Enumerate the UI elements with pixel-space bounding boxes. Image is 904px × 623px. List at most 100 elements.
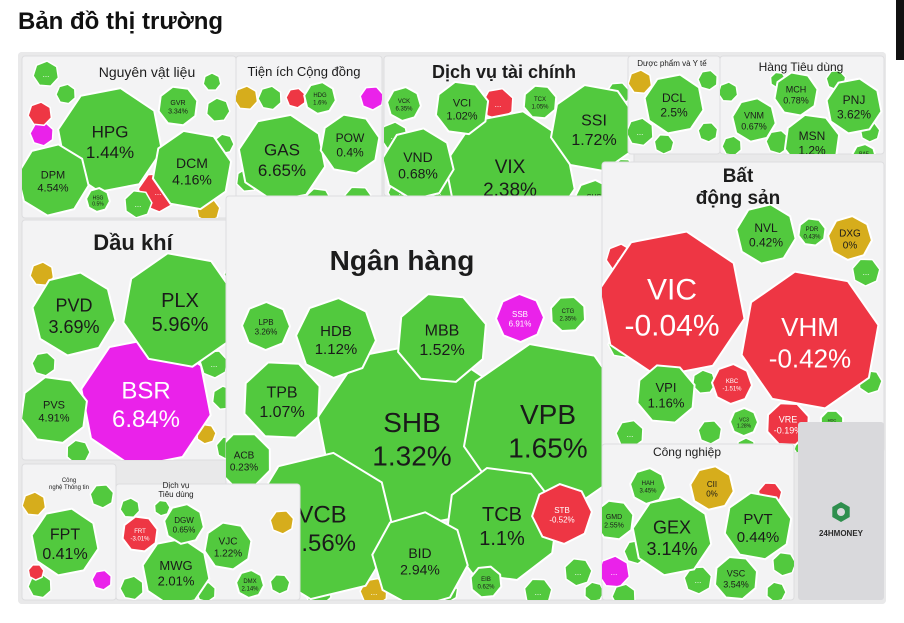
stock-cell-hdg[interactable] <box>303 81 337 115</box>
stock-cell-vc3[interactable] <box>728 406 760 438</box>
stock-change: 3.45% <box>639 488 657 494</box>
minor-stock-cell[interactable] <box>153 499 171 517</box>
sector-heading: Công <box>62 478 76 484</box>
sector-dich-vu-tai-chinh: ..................VIX2.38%SSI1.72%VND0.6… <box>382 55 635 199</box>
stock-cell-pdr[interactable] <box>797 217 827 247</box>
minor-stock-cell[interactable] <box>29 261 55 286</box>
stock-cell-vhm[interactable] <box>740 270 880 410</box>
stock-cell-pow[interactable] <box>319 113 381 175</box>
stock-cell-fpt[interactable] <box>30 507 100 577</box>
stock-cell-eib[interactable] <box>469 565 503 599</box>
minor-stock-cell[interactable] <box>27 563 45 581</box>
stock-cell-dpm[interactable] <box>18 143 90 217</box>
minor-stock-cell[interactable] <box>697 420 723 445</box>
stock-cell-mbb[interactable] <box>397 293 487 383</box>
stock-ticker: DPM <box>41 169 65 181</box>
minor-stock-cell[interactable] <box>653 134 675 154</box>
minor-stock-cell[interactable] <box>626 117 654 147</box>
minor-stock-cell[interactable] <box>564 557 593 587</box>
stock-cell-vnd[interactable] <box>382 127 455 199</box>
minor-stock-cell[interactable] <box>697 69 718 91</box>
minor-stock-cell[interactable] <box>285 87 306 109</box>
stock-cell-gvr[interactable] <box>157 85 199 127</box>
minor-stock-ellipsis: ... <box>611 568 618 577</box>
stock-cell-nvl[interactable] <box>735 203 797 265</box>
minor-stock-cell[interactable] <box>523 578 553 604</box>
stock-cell-frt[interactable] <box>121 515 159 553</box>
minor-stock-cell[interactable] <box>234 85 259 110</box>
minor-stock-cell[interactable] <box>124 189 153 218</box>
stock-cell-dcl[interactable] <box>643 73 705 135</box>
stock-cell-pvd[interactable] <box>31 271 117 357</box>
minor-stock-cell[interactable] <box>202 72 222 91</box>
minor-stock-cell[interactable] <box>269 510 295 535</box>
stock-cell-ctg[interactable] <box>549 295 587 333</box>
stock-ticker: VC3 <box>739 417 749 423</box>
minor-stock-cell[interactable] <box>584 581 605 602</box>
stock-cell-mch[interactable] <box>773 71 819 117</box>
stock-change: 1.65% <box>508 432 587 463</box>
stock-cell-hah[interactable] <box>629 467 667 505</box>
stock-cell-baf[interactable] <box>851 143 877 168</box>
minor-stock-cell[interactable] <box>31 351 56 377</box>
stock-cell-pvt[interactable] <box>723 491 793 561</box>
minor-stock-cell[interactable] <box>269 574 291 595</box>
minor-stock-cell[interactable] <box>89 484 115 509</box>
stock-cell-gmd[interactable] <box>595 499 635 541</box>
stock-cell-mwg[interactable] <box>141 537 211 604</box>
minor-stock-cell[interactable] <box>697 121 719 143</box>
minor-stock-cell[interactable] <box>32 60 60 87</box>
minor-stock-cell[interactable] <box>257 85 282 111</box>
stock-cell-gex[interactable] <box>631 495 713 577</box>
stock-cell-lpb[interactable] <box>240 300 292 352</box>
minor-stock-cell[interactable] <box>721 135 742 155</box>
minor-stock-cell[interactable] <box>765 129 790 154</box>
stock-cell-pnj[interactable] <box>825 77 883 135</box>
minor-stock-cell[interactable] <box>205 97 231 123</box>
minor-stock-cell[interactable] <box>718 81 739 103</box>
stock-ticker: VPB <box>520 399 576 430</box>
minor-stock-cell[interactable] <box>29 121 54 147</box>
stock-cell-dxg[interactable] <box>827 215 873 261</box>
stock-cell-hdb[interactable] <box>295 297 377 379</box>
stock-cell-acb[interactable] <box>218 433 271 487</box>
stock-cell-vsc[interactable] <box>713 555 759 600</box>
minor-stock-cell[interactable] <box>119 497 141 519</box>
minor-stock-cell[interactable] <box>119 575 144 600</box>
stock-cell-vpi[interactable] <box>636 364 696 424</box>
minor-stock-ellipsis: ... <box>135 200 142 209</box>
stock-cell-hsg[interactable] <box>85 187 111 213</box>
stock-cell-vjc[interactable] <box>203 521 253 571</box>
stock-change: 5.96% <box>152 314 209 336</box>
minor-stock-cell[interactable] <box>766 581 787 602</box>
minor-stock-cell[interactable] <box>851 258 881 287</box>
stock-cell-msn[interactable] <box>783 113 841 169</box>
stock-ticker: HPG <box>92 122 129 141</box>
minor-stock-cell[interactable] <box>611 583 636 604</box>
stock-cell-ssb[interactable] <box>494 292 546 344</box>
minor-stock-cell[interactable] <box>66 439 91 463</box>
minor-stock-cell[interactable] <box>22 491 47 516</box>
stock-cell-cii[interactable] <box>689 465 735 511</box>
stock-cell-pvs[interactable] <box>21 376 88 444</box>
minor-stock-cell[interactable] <box>359 86 383 111</box>
stock-ticker: PDR <box>806 227 819 233</box>
stock-cell-bid[interactable] <box>371 511 469 604</box>
stock-cell-vci[interactable] <box>434 80 490 136</box>
stock-cell-tpb[interactable] <box>243 361 321 439</box>
stock-cell-stb[interactable] <box>531 483 593 545</box>
minor-stock-cell[interactable] <box>55 83 76 105</box>
stock-ticker: VCI <box>453 97 471 109</box>
stock-cell-kbc[interactable] <box>710 362 754 406</box>
stock-cell-tcx[interactable] <box>522 84 558 120</box>
stock-cell-vnm[interactable] <box>731 97 777 143</box>
stock-cell-dgw[interactable] <box>163 503 205 545</box>
minor-stock-cell[interactable] <box>772 551 796 577</box>
stock-cell-vic[interactable] <box>600 230 746 378</box>
stock-cell-dcm[interactable] <box>151 129 233 211</box>
minor-stock-cell[interactable] <box>27 101 53 127</box>
stock-cell-dmx[interactable] <box>235 569 265 599</box>
minor-stock-cell[interactable] <box>628 69 653 94</box>
stock-cell-vck[interactable] <box>386 86 422 122</box>
minor-stock-cell[interactable] <box>91 569 112 591</box>
